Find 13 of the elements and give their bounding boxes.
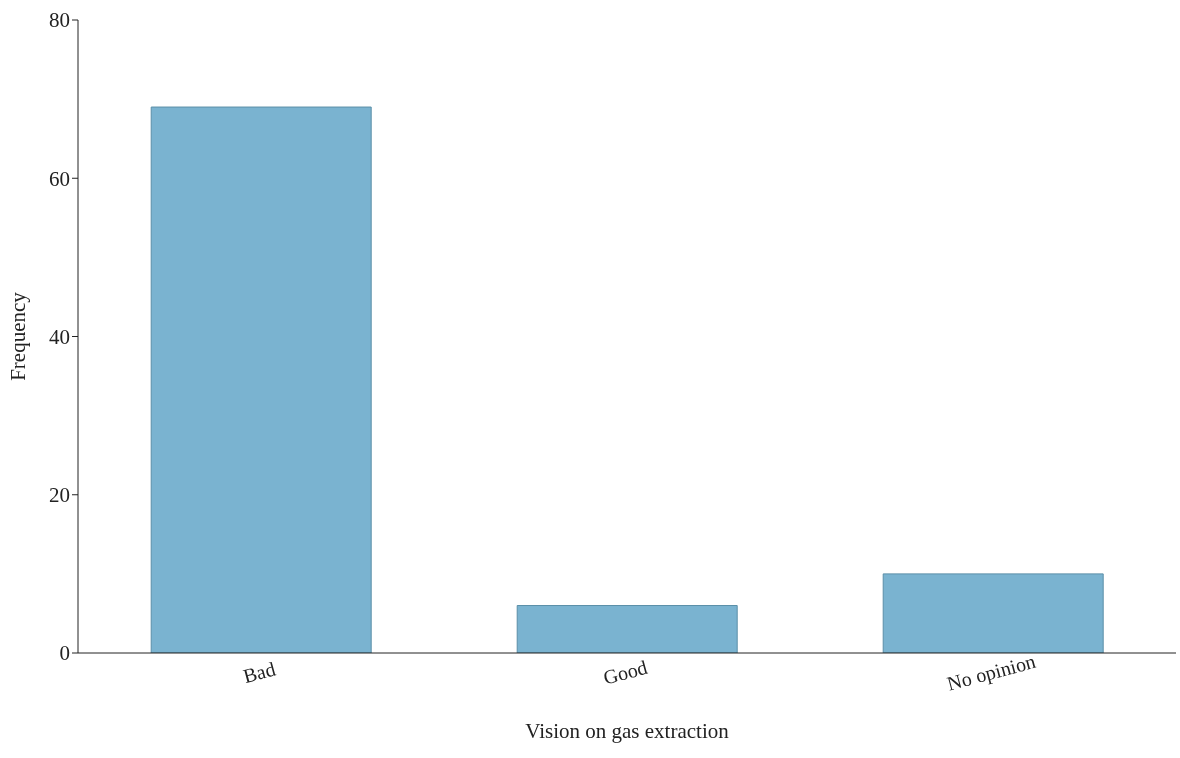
y-tick-label: 60 (49, 166, 70, 191)
x-tick-label: Good (600, 655, 650, 689)
bar (516, 605, 738, 653)
bar (882, 573, 1104, 653)
y-tick-label: 0 (59, 641, 70, 666)
bar (150, 106, 372, 653)
y-tick-label: 80 (49, 8, 70, 33)
x-axis-title: Vision on gas extraction (525, 719, 730, 743)
x-tick-label: Bad (240, 657, 278, 688)
x-tick-label: No opinion (944, 649, 1039, 696)
y-tick-label: 40 (49, 324, 70, 349)
y-tick-label: 20 (49, 483, 70, 508)
y-axis-title: Frequency (6, 291, 31, 381)
